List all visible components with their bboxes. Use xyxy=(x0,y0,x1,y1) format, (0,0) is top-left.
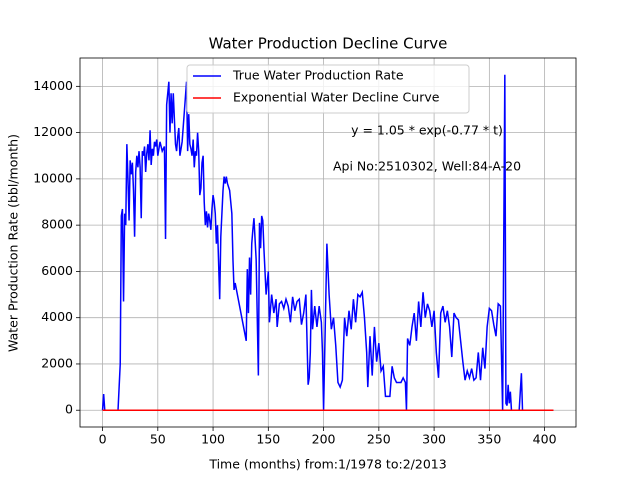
legend-label: Exponential Water Decline Curve xyxy=(233,90,440,105)
y-tick-label: 12000 xyxy=(33,124,73,139)
y-tick-label: 8000 xyxy=(41,217,73,232)
x-tick-label: 200 xyxy=(312,432,336,447)
x-tick-label: 350 xyxy=(477,432,501,447)
x-tick-label: 250 xyxy=(367,432,391,447)
x-tick-label: 400 xyxy=(533,432,557,447)
y-axis-label: Water Production Rate (bbl/month) xyxy=(6,134,21,352)
data-line xyxy=(101,74,554,411)
y-tick-label: 4000 xyxy=(41,309,73,324)
legend-label: True Water Production Rate xyxy=(232,68,404,83)
x-tick-label: 300 xyxy=(422,432,446,447)
chart-title: Water Production Decline Curve xyxy=(209,35,448,53)
legend: True Water Production Rate Exponential Wa… xyxy=(186,64,470,114)
x-tick-label: 150 xyxy=(256,432,280,447)
plot-frame xyxy=(79,57,577,428)
y-tick-label: 6000 xyxy=(41,263,73,278)
y-tick-label: 2000 xyxy=(41,355,73,370)
annotation: y = 1.05 * exp(-0.77 * t) xyxy=(351,123,503,138)
x-tick-label: 50 xyxy=(150,432,166,447)
y-tick-label: 10000 xyxy=(33,170,73,185)
x-axis-label: Time (months) from:1/1978 to:2/2013 xyxy=(208,457,446,472)
x-tick-label: 0 xyxy=(99,432,107,447)
y-tick-label: 0 xyxy=(65,402,73,417)
annotation: Api No:2510302, Well:84-A-20 xyxy=(333,159,521,174)
y-tick-label: 14000 xyxy=(33,78,73,93)
legend-box xyxy=(186,64,470,114)
x-tick-label: 100 xyxy=(201,432,225,447)
